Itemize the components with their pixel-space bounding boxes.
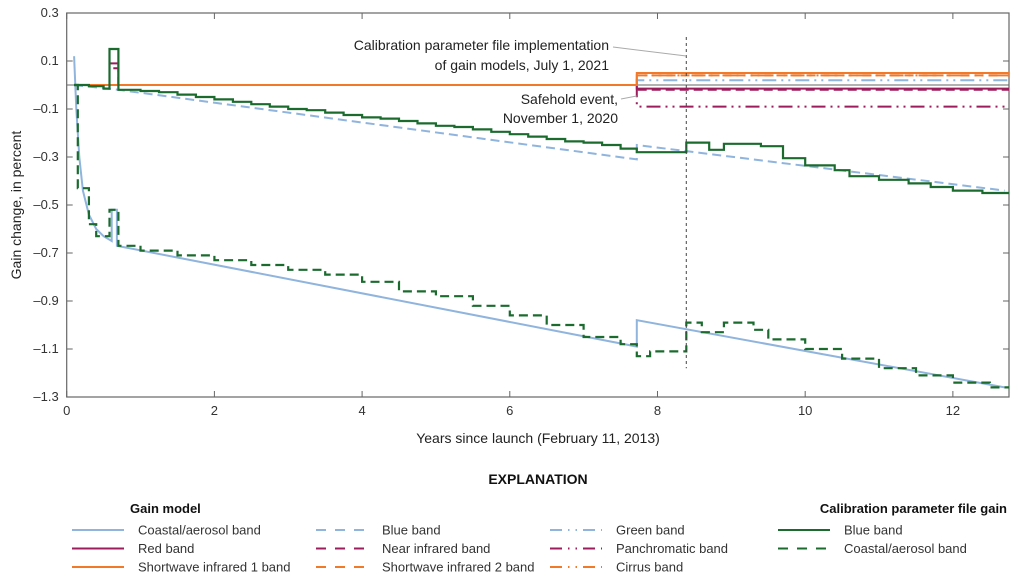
annotation-leader (620, 95, 637, 100)
legend-label: Near infrared band (382, 541, 490, 556)
annotations: Calibration parameter file implementatio… (354, 37, 687, 369)
legend-title: EXPLANATION (488, 471, 587, 487)
series-coastal-aerosol-band-model (73, 56, 1005, 389)
legend-label: Shortwave infrared 1 band (138, 560, 290, 575)
legend-label: Cirrus band (616, 560, 683, 575)
y-tick-label: –0.9 (33, 293, 58, 308)
legend-label: Panchromatic band (616, 541, 728, 556)
y-tick-label: 0.3 (41, 5, 59, 20)
legend-label: Blue band (844, 523, 903, 538)
y-tick-label: –0.3 (33, 149, 58, 164)
legend-label: Coastal/aerosol band (844, 541, 967, 556)
x-tick-label: 4 (358, 403, 365, 418)
x-tick-label: 0 (63, 403, 70, 418)
y-tick-label: –1.3 (33, 389, 58, 404)
series-layer (73, 47, 1009, 389)
legend-label: Coastal/aerosol band (138, 523, 261, 538)
x-axis-label: Years since launch (February 11, 2013) (416, 430, 660, 446)
y-tick-label: –0.1 (33, 101, 58, 116)
annotation-leader (612, 46, 687, 57)
series-coastal-aerosol-band-cpf (74, 83, 1009, 389)
y-tick-label: –1.1 (33, 341, 58, 356)
series-blue-band-cpf (74, 47, 1009, 195)
legend-label: Green band (616, 523, 685, 538)
legend: Coastal/aerosol band Red band Shortwave in… (72, 523, 967, 575)
annotation-safehold-text: Safehold event, (521, 91, 618, 107)
series-panchromatic-band-model (74, 84, 1009, 108)
y-tick-label: –0.5 (33, 197, 58, 212)
x-tick-label: 8 (654, 403, 661, 418)
annotation-safehold-text: November 1, 2020 (503, 110, 618, 126)
y-axis-label: Gain change, in percent (8, 131, 24, 280)
legend-label: Red band (138, 541, 194, 556)
y-tick-label: –0.7 (33, 245, 58, 260)
annotation-calibration-text: Calibration parameter file implementatio… (354, 37, 609, 53)
legend-group-cpf-gain: Calibration parameter file gain (820, 501, 1007, 516)
series-cirrus-band-model (74, 74, 1009, 86)
legend-group-gain-model: Gain model (130, 501, 201, 516)
x-tick-label: 6 (506, 403, 513, 418)
legend-label: Shortwave infrared 2 band (382, 560, 534, 575)
annotation-calibration-text: of gain models, July 1, 2021 (435, 57, 610, 73)
x-tick-label: 10 (798, 403, 812, 418)
x-tick-label: 12 (946, 403, 960, 418)
y-tick-label: 0.1 (41, 53, 59, 68)
x-tick-label: 2 (211, 403, 218, 418)
legend-label: Blue band (382, 523, 441, 538)
axes: 0 2 4 6 8 10 12 0.3 0.1 –0.1 –0.3 –0.5 –0.7 –0.9 –1.1 –… (33, 5, 1010, 418)
